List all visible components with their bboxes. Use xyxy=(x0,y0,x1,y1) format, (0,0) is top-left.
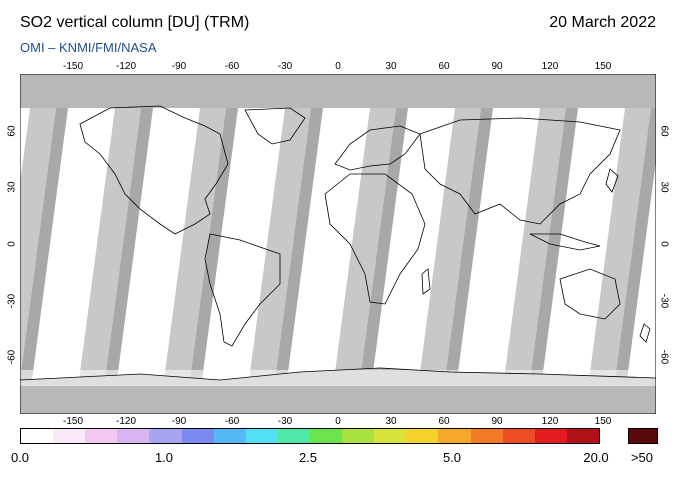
lon-tick-bot: 30 xyxy=(385,416,397,427)
antarctica-coast xyxy=(19,367,657,381)
orbit-overlap-5 xyxy=(445,108,493,380)
lon-tick-bot: -120 xyxy=(115,416,137,427)
colorbar-segment xyxy=(117,429,150,443)
orbit-swath-7 xyxy=(589,108,651,380)
colorbar-label-0: 0.0 xyxy=(10,450,30,465)
orbit-swath-1 xyxy=(79,108,141,380)
lat-tick-left: 30 xyxy=(6,181,18,193)
colorbar xyxy=(20,428,600,444)
colorbar-over-swatch xyxy=(628,428,658,444)
greenland-coast xyxy=(244,107,306,145)
lat-tick-right: -30 xyxy=(658,293,670,308)
australia-coast xyxy=(559,268,621,320)
colorbar-segment xyxy=(277,429,310,443)
japan-coast xyxy=(605,168,619,193)
colorbar-label-3: 5.0 xyxy=(442,450,462,465)
lon-tick-bot: 60 xyxy=(438,416,450,427)
asia-coast xyxy=(419,117,621,225)
date: 20 March 2022 xyxy=(549,14,656,31)
lat-tick-right: -60 xyxy=(658,350,670,365)
colorbar-segment xyxy=(245,429,278,443)
lon-tick-bot: -30 xyxy=(277,416,293,427)
lon-tick-top: -150 xyxy=(62,61,84,72)
orbit-swath-2 xyxy=(164,108,226,380)
colorbar-segment xyxy=(213,429,246,443)
lon-tick-top: -60 xyxy=(224,61,240,72)
so2-map xyxy=(0,73,663,415)
lon-tick-top: -90 xyxy=(171,61,187,72)
orbit-overlap-3 xyxy=(275,108,323,380)
colorbar-segment xyxy=(342,429,375,443)
lon-tick-top: -30 xyxy=(277,61,293,72)
antarctica-coast-band xyxy=(20,370,656,386)
lon-tick-bot: -60 xyxy=(224,416,240,427)
colorbar-segment xyxy=(534,429,567,443)
africa-coast xyxy=(324,173,426,305)
title: SO2 vertical column [DU] (TRM) xyxy=(20,14,250,31)
orbit-overlap-4 xyxy=(360,108,408,380)
madagascar-coast xyxy=(421,268,431,295)
lon-tick-top: -120 xyxy=(115,61,137,72)
colorbar-segment xyxy=(566,429,599,443)
orbit-swath-4 xyxy=(334,108,396,380)
colorbar-label-2: 2.5 xyxy=(298,450,318,465)
coastlines xyxy=(19,105,657,381)
lat-tick-right: 30 xyxy=(658,181,670,193)
orbit-swath-3 xyxy=(249,108,311,380)
lat-tick-left: 60 xyxy=(6,125,18,137)
orbit-swath-5 xyxy=(419,108,481,380)
lon-tick-top: 0 xyxy=(335,61,341,72)
orbit-overlap-7 xyxy=(615,108,663,380)
map-panel: -150 -150 -120 -120 -90 -90 -60 -60 -30 -30 0 0 30 30… xyxy=(0,61,670,427)
lon-tick-top: 60 xyxy=(438,61,450,72)
north-america-coast xyxy=(79,105,229,235)
lat-tick-right: 60 xyxy=(658,125,670,137)
south-america-coast xyxy=(204,233,281,347)
colorbar-segment xyxy=(21,429,54,443)
orbit-overlap-2 xyxy=(190,108,238,380)
indonesia-coast xyxy=(529,233,601,251)
lat-tick-right: 0 xyxy=(658,241,670,247)
lon-tick-bot: 90 xyxy=(491,416,503,427)
colorbar-segment xyxy=(470,429,503,443)
colorbar-label-1: 1.0 xyxy=(154,450,174,465)
lon-tick-bot: 0 xyxy=(335,416,341,427)
colorbar-segment xyxy=(502,429,535,443)
new-zealand-coast xyxy=(639,323,651,343)
orbit-swath-6 xyxy=(504,108,566,380)
colorbar-segment xyxy=(181,429,214,443)
orbit-overlap-0 xyxy=(20,108,68,380)
colorbar-segment xyxy=(53,429,86,443)
lat-tick-left: -60 xyxy=(6,350,18,365)
lat-tick-left: 0 xyxy=(6,241,18,247)
colorbar-segment xyxy=(374,429,407,443)
source-credit: OMI – KNMI/FMI/NASA xyxy=(20,40,157,55)
colorbar-segment xyxy=(149,429,182,443)
colorbar-segment xyxy=(438,429,471,443)
lon-tick-bot: 120 xyxy=(541,416,559,427)
colorbar-label-4: 20.0 xyxy=(583,450,609,465)
lon-tick-top: 150 xyxy=(594,61,612,72)
colorbar-segment xyxy=(309,429,343,443)
north-polar-gap xyxy=(20,74,656,108)
colorbar-segment xyxy=(406,429,439,443)
orbit-overlap-6 xyxy=(530,108,578,380)
lon-tick-bot: -150 xyxy=(62,416,84,427)
lon-tick-bot: 150 xyxy=(594,416,612,427)
colorbar-over-label: >50 xyxy=(630,450,654,465)
orbit-swaths xyxy=(0,108,663,380)
colorbar-segment xyxy=(85,429,118,443)
lon-tick-bot: -90 xyxy=(171,416,187,427)
lon-tick-top: 120 xyxy=(541,61,559,72)
lon-tick-top: 90 xyxy=(491,61,503,72)
lat-tick-left: -30 xyxy=(6,293,18,308)
orbit-overlap-1 xyxy=(105,108,153,380)
europe-coast xyxy=(334,125,421,171)
lon-tick-top: 30 xyxy=(385,61,397,72)
